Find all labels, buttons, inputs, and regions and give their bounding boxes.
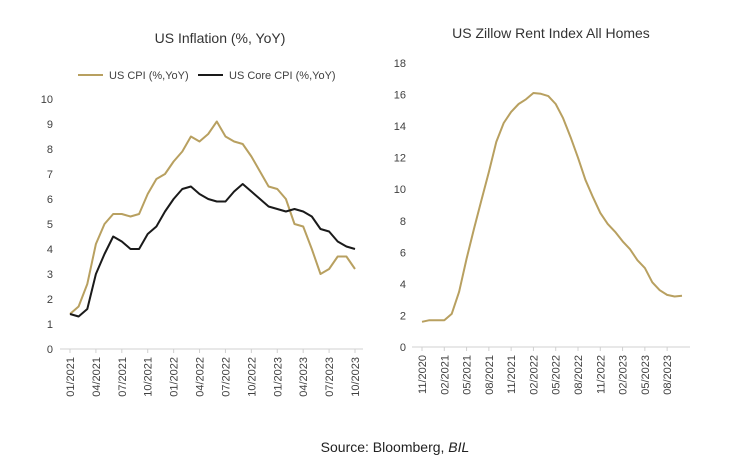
y-tick-label: 6 xyxy=(400,247,406,259)
x-tick-label: 10/2023 xyxy=(350,357,362,397)
inflation-chart: US Inflation (%, YoY) US CPI (%,YoY) US C… xyxy=(41,30,363,397)
x-tick-label: 05/2023 xyxy=(640,355,652,395)
x-tick-label: 02/2023 xyxy=(618,355,630,395)
y-tick-label: 3 xyxy=(47,269,53,281)
x-tick-label: 08/2023 xyxy=(662,355,674,395)
y-tick-label: 2 xyxy=(47,294,53,306)
x-axis-ticks: 11/2020 02/2021 05/2021 08/2021 11/2021 02/20… xyxy=(417,347,674,395)
y-tick-label: 8 xyxy=(47,144,53,156)
legend-label-0: US CPI (%,YoY) xyxy=(109,70,189,82)
y-axis-ticks: 0 2 4 6 8 10 12 14 16 18 xyxy=(394,58,406,354)
source-prefix: Source: Bloomberg, xyxy=(321,439,449,455)
y-tick-label: 4 xyxy=(47,244,53,256)
source-italic: BIL xyxy=(448,439,469,455)
chart-title: US Inflation (%, YoY) xyxy=(155,30,286,46)
x-tick-label: 02/2022 xyxy=(528,355,540,395)
y-tick-label: 5 xyxy=(47,219,53,231)
x-tick-label: 08/2022 xyxy=(573,355,585,395)
x-tick-label: 02/2021 xyxy=(439,355,451,395)
y-tick-label: 12 xyxy=(394,153,406,165)
y-tick-label: 7 xyxy=(47,169,53,181)
series-lines xyxy=(69,120,356,318)
source-note: Source: Bloomberg, BIL xyxy=(321,439,470,455)
x-tick-label: 11/2020 xyxy=(417,355,429,394)
x-tick-label: 07/2023 xyxy=(324,357,336,397)
legend-label-1: US Core CPI (%,YoY) xyxy=(229,70,336,82)
y-tick-label: 2 xyxy=(400,310,406,322)
x-axis-ticks: 01/2021 04/2021 07/2021 10/2021 01/2022 04/20… xyxy=(65,349,362,397)
x-tick-label: 05/2022 xyxy=(551,355,563,395)
x-tick-label: 01/2021 xyxy=(65,357,77,397)
y-tick-label: 6 xyxy=(47,194,53,206)
x-tick-label: 07/2021 xyxy=(117,357,129,397)
y-tick-label: 0 xyxy=(47,344,53,356)
y-tick-label: 16 xyxy=(394,90,406,102)
y-tick-label: 10 xyxy=(394,184,406,196)
zillow-rent-chart: US Zillow Rent Index All Homes 0 2 4 6 8 10 12… xyxy=(394,25,690,395)
y-tick-label: 18 xyxy=(394,58,406,70)
y-tick-label: 9 xyxy=(47,119,53,131)
y-tick-label: 10 xyxy=(41,94,53,106)
x-tick-label: 07/2022 xyxy=(220,357,232,397)
x-tick-label: 10/2022 xyxy=(246,357,258,397)
x-tick-label: 01/2023 xyxy=(272,357,284,397)
y-axis-ticks: 0 1 2 3 4 5 6 7 8 9 10 xyxy=(41,94,53,356)
x-tick-label: 05/2021 xyxy=(462,355,474,395)
x-tick-label: 04/2022 xyxy=(195,357,207,397)
x-tick-label: 04/2021 xyxy=(91,357,103,397)
x-tick-label: 04/2023 xyxy=(298,357,310,397)
series-line-0 xyxy=(421,92,683,323)
y-tick-label: 4 xyxy=(400,279,406,291)
x-tick-label: 11/2021 xyxy=(506,355,518,394)
chart-title: US Zillow Rent Index All Homes xyxy=(452,25,650,41)
y-tick-label: 8 xyxy=(400,216,406,228)
series-lines xyxy=(421,92,683,323)
series-line-1 xyxy=(69,183,356,318)
legend: US CPI (%,YoY) US Core CPI (%,YoY) xyxy=(78,70,336,82)
x-tick-label: 08/2021 xyxy=(484,355,496,395)
x-tick-label: 11/2022 xyxy=(595,355,607,394)
y-tick-label: 1 xyxy=(47,319,53,331)
x-tick-label: 01/2022 xyxy=(169,357,181,397)
y-tick-label: 0 xyxy=(400,342,406,354)
x-tick-label: 10/2021 xyxy=(143,357,155,397)
y-tick-label: 14 xyxy=(394,121,406,133)
series-line-0 xyxy=(69,120,356,315)
